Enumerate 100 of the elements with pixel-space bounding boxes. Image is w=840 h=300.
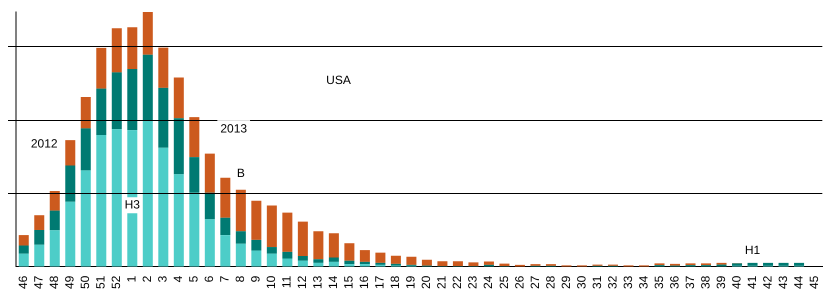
bar bbox=[236, 244, 246, 267]
bar bbox=[298, 256, 308, 261]
x-tick-label: 6 bbox=[202, 275, 216, 282]
bar bbox=[344, 243, 354, 261]
x-tick-label: 47 bbox=[32, 275, 46, 290]
bar bbox=[390, 256, 401, 264]
bar bbox=[112, 72, 122, 130]
bar bbox=[18, 254, 29, 267]
bar bbox=[266, 206, 277, 248]
x-tick-label: 13 bbox=[310, 275, 325, 290]
bar bbox=[282, 212, 292, 252]
bar bbox=[763, 262, 774, 266]
x-tick-label: 15 bbox=[342, 275, 356, 290]
bar bbox=[328, 262, 339, 267]
bar bbox=[360, 264, 370, 267]
bar bbox=[794, 262, 804, 266]
x-tick-label: 24 bbox=[481, 275, 496, 290]
bar bbox=[34, 215, 44, 230]
bar bbox=[452, 261, 463, 266]
bar bbox=[437, 261, 448, 266]
bar bbox=[375, 252, 386, 263]
bar bbox=[484, 262, 494, 265]
bar bbox=[50, 230, 60, 267]
bar bbox=[127, 69, 138, 130]
x-tick-label: 50 bbox=[78, 275, 92, 290]
x-tick-label: 18 bbox=[388, 275, 402, 290]
bar bbox=[50, 210, 60, 230]
x-tick-label: 10 bbox=[264, 275, 278, 290]
bar bbox=[96, 88, 106, 135]
x-tick-label: 12 bbox=[295, 275, 310, 290]
x-tick-label: 7 bbox=[218, 275, 232, 282]
x-tick-label: 28 bbox=[543, 275, 558, 290]
bar bbox=[220, 178, 230, 218]
bar bbox=[499, 264, 510, 266]
bar bbox=[313, 231, 324, 260]
x-tick-label: 38 bbox=[698, 275, 712, 290]
annotation: 2012 bbox=[30, 136, 58, 151]
x-tick-label: 36 bbox=[667, 275, 682, 290]
x-tick-label: 29 bbox=[558, 275, 573, 290]
bar bbox=[251, 240, 262, 251]
bar bbox=[34, 244, 44, 267]
x-tick-label: 45 bbox=[806, 275, 821, 290]
x-tick-label: 31 bbox=[590, 275, 604, 290]
bar bbox=[142, 54, 153, 120]
x-tick-label: 34 bbox=[636, 275, 650, 290]
bar bbox=[174, 77, 184, 118]
x-tick-label: 22 bbox=[450, 275, 464, 290]
bar bbox=[204, 192, 215, 220]
x-tick-label: 35 bbox=[652, 275, 666, 290]
bar bbox=[313, 262, 324, 267]
x-tick-label: 3 bbox=[156, 275, 170, 282]
x-tick-label: 42 bbox=[760, 275, 774, 290]
bar bbox=[50, 191, 60, 211]
x-tick-label: 26 bbox=[512, 275, 526, 290]
x-tick-label: 19 bbox=[404, 275, 418, 290]
x-tick-label: 48 bbox=[47, 275, 62, 290]
bar bbox=[34, 230, 44, 245]
bar bbox=[422, 260, 432, 266]
bar bbox=[328, 257, 339, 262]
x-tick-label: 41 bbox=[744, 275, 759, 290]
bar bbox=[344, 264, 354, 267]
x-tick-label: 37 bbox=[682, 275, 697, 290]
bar bbox=[236, 231, 246, 244]
bar bbox=[298, 260, 308, 267]
x-tick-label: 39 bbox=[714, 275, 728, 290]
bar bbox=[80, 128, 91, 170]
bar bbox=[298, 222, 308, 256]
bar bbox=[204, 154, 215, 193]
bar bbox=[748, 262, 758, 266]
x-tick-label: 43 bbox=[776, 275, 790, 290]
bar bbox=[96, 134, 106, 267]
bar bbox=[313, 259, 324, 263]
x-tick-label: 11 bbox=[280, 275, 294, 288]
bar bbox=[127, 27, 138, 70]
x-tick-label: 30 bbox=[574, 275, 588, 290]
bar bbox=[251, 250, 262, 267]
x-tick-label: 32 bbox=[605, 275, 620, 290]
bar bbox=[65, 166, 76, 202]
bar bbox=[174, 174, 184, 267]
annotation: USA bbox=[326, 73, 351, 88]
x-tick-label: 40 bbox=[729, 275, 744, 290]
series-label: B bbox=[236, 166, 245, 180]
bar bbox=[360, 250, 370, 262]
bar bbox=[266, 247, 277, 254]
bar bbox=[778, 262, 789, 266]
bar bbox=[406, 256, 416, 265]
x-tick-label: 1 bbox=[124, 275, 139, 282]
x-tick-label: 8 bbox=[233, 275, 248, 282]
bar bbox=[189, 157, 200, 193]
bar bbox=[65, 140, 76, 166]
bar bbox=[18, 235, 29, 246]
bar bbox=[158, 148, 168, 267]
bar bbox=[80, 170, 91, 267]
x-tick-label: 21 bbox=[434, 275, 449, 290]
bar bbox=[18, 246, 29, 254]
bar bbox=[220, 218, 230, 236]
x-tick-label: 9 bbox=[248, 275, 263, 282]
bar bbox=[732, 263, 742, 266]
x-tick-label: 49 bbox=[62, 275, 77, 290]
bar bbox=[112, 129, 122, 267]
